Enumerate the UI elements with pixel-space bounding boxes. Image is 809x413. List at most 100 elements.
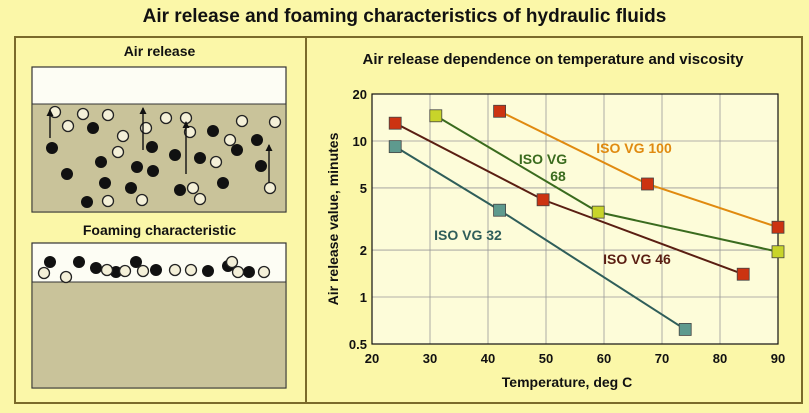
dark-bubble <box>174 184 186 196</box>
foam-dark-bubble <box>130 256 142 268</box>
data-point-iso-vg-68 <box>591 205 605 219</box>
data-point-iso-vg-100 <box>641 177 654 191</box>
y-tick-label: 10 <box>353 134 367 149</box>
dark-bubble <box>251 134 263 146</box>
panel-divider <box>305 36 307 404</box>
y-tick-label: 2 <box>360 243 367 258</box>
y-tick-label: 5 <box>360 181 367 196</box>
dark-bubble <box>99 177 111 189</box>
plot-border <box>371 93 779 345</box>
air-bubble <box>116 129 130 143</box>
data-point-iso-vg-100 <box>493 104 507 118</box>
dark-bubble <box>255 160 267 172</box>
dark-bubble <box>95 156 107 168</box>
data-point-iso-vg-46 <box>536 193 550 207</box>
series-label: ISO VG 100 <box>596 140 672 156</box>
foam-bubble <box>231 265 245 279</box>
air-release-title: Air release <box>123 43 196 59</box>
air-release-bubbles <box>46 105 282 208</box>
data-point-iso-vg-32 <box>493 203 507 217</box>
air-bubble <box>193 192 207 206</box>
series-markers <box>388 104 785 336</box>
dark-bubble <box>147 165 159 177</box>
x-tick-label: 30 <box>423 351 437 366</box>
y-axis-label: Air release value, minutes <box>325 132 341 305</box>
foam-bubble <box>118 264 132 278</box>
air-bubble <box>101 194 115 208</box>
x-tick-label: 90 <box>771 351 785 366</box>
arrow-head <box>182 121 190 128</box>
foam-bubbles <box>37 255 271 284</box>
y-tick-label: 20 <box>353 87 367 102</box>
data-point-iso-vg-32 <box>678 323 692 336</box>
dark-bubble <box>87 122 99 134</box>
foam-dark-bubble <box>150 264 162 276</box>
series-label: ISO VG 46 <box>603 251 671 267</box>
foam-bubble <box>100 263 114 277</box>
air-bubble <box>111 145 125 159</box>
dark-bubble <box>231 144 243 156</box>
foam-bubble <box>168 263 182 277</box>
series-label: ISO VG 32 <box>434 227 502 243</box>
dark-bubble <box>125 182 137 194</box>
x-tick-label: 80 <box>713 351 727 366</box>
data-point-iso-vg-68 <box>429 109 443 123</box>
foaming-fluid <box>31 281 287 389</box>
air-bubble <box>159 111 173 125</box>
foam-dark-bubble <box>243 266 255 278</box>
x-tick-label: 50 <box>539 351 553 366</box>
ticks: 20 30 40 50 60 70 80 90 0.5 1 2 5 10 20 <box>349 87 785 366</box>
x-axis-label: Temperature, deg C <box>502 374 632 390</box>
air-bubble <box>61 119 75 133</box>
foam-bubble <box>257 265 271 279</box>
series-label: 68 <box>550 168 566 184</box>
air-bubble <box>268 115 282 129</box>
foam-dark-bubble <box>90 262 102 274</box>
arrow-head <box>265 144 273 151</box>
dark-bubble <box>61 168 73 180</box>
dark-bubble <box>194 152 206 164</box>
data-point-iso-vg-46 <box>736 267 750 281</box>
foam-dark-bubble <box>44 256 56 268</box>
foam-dark-bubble <box>202 265 214 277</box>
dark-bubble <box>81 196 93 208</box>
outer-frame <box>14 36 803 404</box>
foam-bubble <box>59 270 73 284</box>
foam-dark-bubble <box>73 256 85 268</box>
series-label: ISO VG <box>519 151 567 167</box>
y-tick-label: 1 <box>360 290 367 305</box>
air-bubble <box>101 108 115 122</box>
dark-bubble <box>217 177 229 189</box>
data-point-iso-vg-46 <box>388 116 402 130</box>
foam-bubble <box>37 266 51 280</box>
arrow-head <box>139 107 147 114</box>
data-point-iso-vg-32 <box>388 140 402 154</box>
plot-area <box>372 94 778 344</box>
foaming-title: Foaming characteristic <box>82 222 237 238</box>
air-bubble <box>235 114 249 128</box>
foam-bubble <box>225 255 239 269</box>
arrow-head <box>46 109 54 116</box>
chart-title: Air release dependence on temperature an… <box>363 51 745 68</box>
data-point-iso-vg-68 <box>771 245 785 259</box>
air-bubble <box>186 181 200 195</box>
dark-bubble <box>207 125 219 137</box>
x-tick-label: 60 <box>597 351 611 366</box>
dark-bubble <box>169 149 181 161</box>
air-bubble <box>76 107 90 121</box>
foam-bubble <box>184 263 198 277</box>
foam-bubble <box>136 264 150 278</box>
data-point-iso-vg-100 <box>771 220 785 234</box>
x-tick-label: 20 <box>365 351 379 366</box>
dark-bubble <box>146 141 158 153</box>
x-tick-label: 70 <box>655 351 669 366</box>
page-title: Air release and foaming characteristics … <box>142 6 667 27</box>
x-tick-label: 40 <box>481 351 495 366</box>
dark-bubble <box>46 142 58 154</box>
dark-bubble <box>131 161 143 173</box>
y-tick-label: 0.5 <box>349 337 367 352</box>
air-bubble <box>135 193 149 207</box>
